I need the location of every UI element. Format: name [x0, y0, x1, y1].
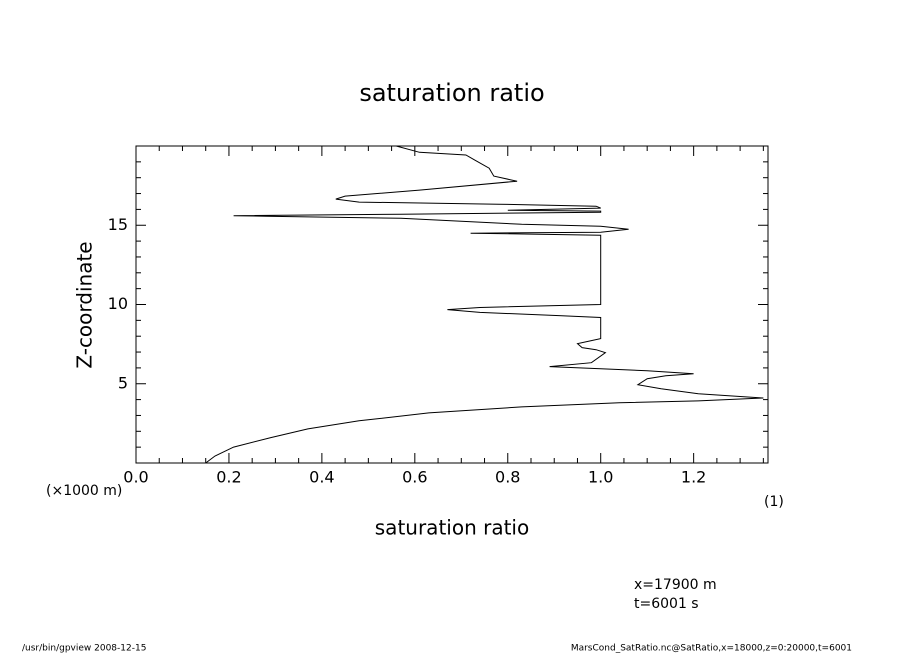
x-tick-label: 0.2	[216, 468, 241, 487]
x-axis-label: saturation ratio	[375, 516, 529, 540]
plot-frame	[135, 145, 769, 464]
y-tick-label: 5	[118, 373, 128, 392]
y-units: (×1000 m)	[46, 483, 122, 499]
footer-left: /usr/bin/gpview 2008-12-15	[22, 644, 146, 654]
x-tick-label: 1.0	[588, 468, 613, 487]
y-tick-label: 15	[108, 215, 128, 234]
chart-title: saturation ratio	[359, 79, 544, 107]
x-tick-label: 0.4	[309, 468, 334, 487]
y-axis-label: Z-coordinate	[73, 241, 97, 368]
x-tick-label: 0.8	[495, 468, 520, 487]
x-tick-label: 1.2	[681, 468, 706, 487]
x-tick-label: 0.0	[123, 468, 148, 487]
x-tick-label: 0.6	[402, 468, 427, 487]
x-units: (1)	[764, 494, 784, 510]
annotation: x=17900 m	[634, 577, 717, 593]
footer-right: MarsCond_SatRatio.nc@SatRatio,x=18000,z=…	[571, 644, 852, 654]
y-tick-label: 10	[108, 294, 128, 313]
profile-line	[205, 145, 764, 464]
annotation: t=6001 s	[634, 596, 699, 612]
